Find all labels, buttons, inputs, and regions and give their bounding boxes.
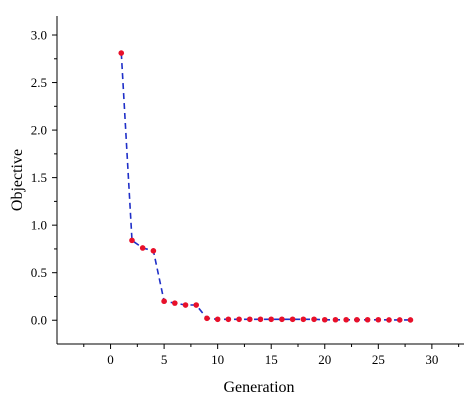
data-point: [364, 316, 371, 323]
y-tick-label: 3.0: [31, 28, 47, 43]
data-point: [332, 316, 339, 323]
x-axis-ticks: 0 5 10 15 20 25 30: [83, 344, 460, 367]
y-axis-title: Objective: [9, 149, 26, 211]
data-point: [150, 248, 157, 254]
data-point: [225, 316, 232, 323]
x-tick-label: 20: [318, 352, 331, 367]
x-tick-label: 0: [107, 352, 114, 367]
x-tick-label: 25: [372, 352, 385, 367]
data-point: [396, 317, 403, 323]
data-point: [386, 317, 392, 323]
data-point: [129, 237, 135, 244]
series-layer: [118, 50, 414, 323]
data-point: [300, 316, 307, 323]
x-tick-label: 5: [161, 352, 168, 367]
series-line: [120, 53, 411, 321]
data-point: [289, 316, 296, 323]
y-tick-label: 2.5: [31, 75, 47, 90]
data-point: [236, 316, 242, 323]
x-axis-title: Generation: [223, 379, 294, 396]
data-point: [118, 50, 125, 56]
x-tick-label: 30: [425, 352, 438, 367]
data-point: [139, 245, 146, 251]
data-point: [321, 316, 328, 323]
data-point: [375, 316, 382, 323]
data-point: [311, 316, 317, 323]
y-axis-ticks: 0.0 0.5 1.0 1.5 2.0 2.5 3.0: [31, 28, 57, 328]
data-point: [193, 302, 200, 308]
data-point: [279, 316, 285, 323]
data-point: [204, 315, 210, 322]
data-point: [161, 298, 167, 305]
data-point: [354, 316, 360, 323]
y-tick-label: 1.0: [31, 218, 47, 233]
y-tick-label: 2.0: [31, 123, 47, 138]
y-tick-label: 0.0: [31, 313, 47, 328]
data-point: [182, 302, 189, 308]
x-tick-label: 15: [265, 352, 278, 367]
y-tick-label: 0.5: [31, 265, 47, 280]
data-point: [268, 316, 275, 323]
x-tick-label: 10: [211, 352, 224, 367]
data-point: [214, 316, 221, 323]
data-point: [172, 300, 178, 306]
data-point: [246, 316, 253, 323]
data-point: [407, 317, 414, 323]
y-tick-label: 1.5: [31, 170, 47, 185]
plot-frame: [56, 16, 464, 345]
data-point: [343, 316, 349, 323]
data-point: [257, 316, 264, 323]
